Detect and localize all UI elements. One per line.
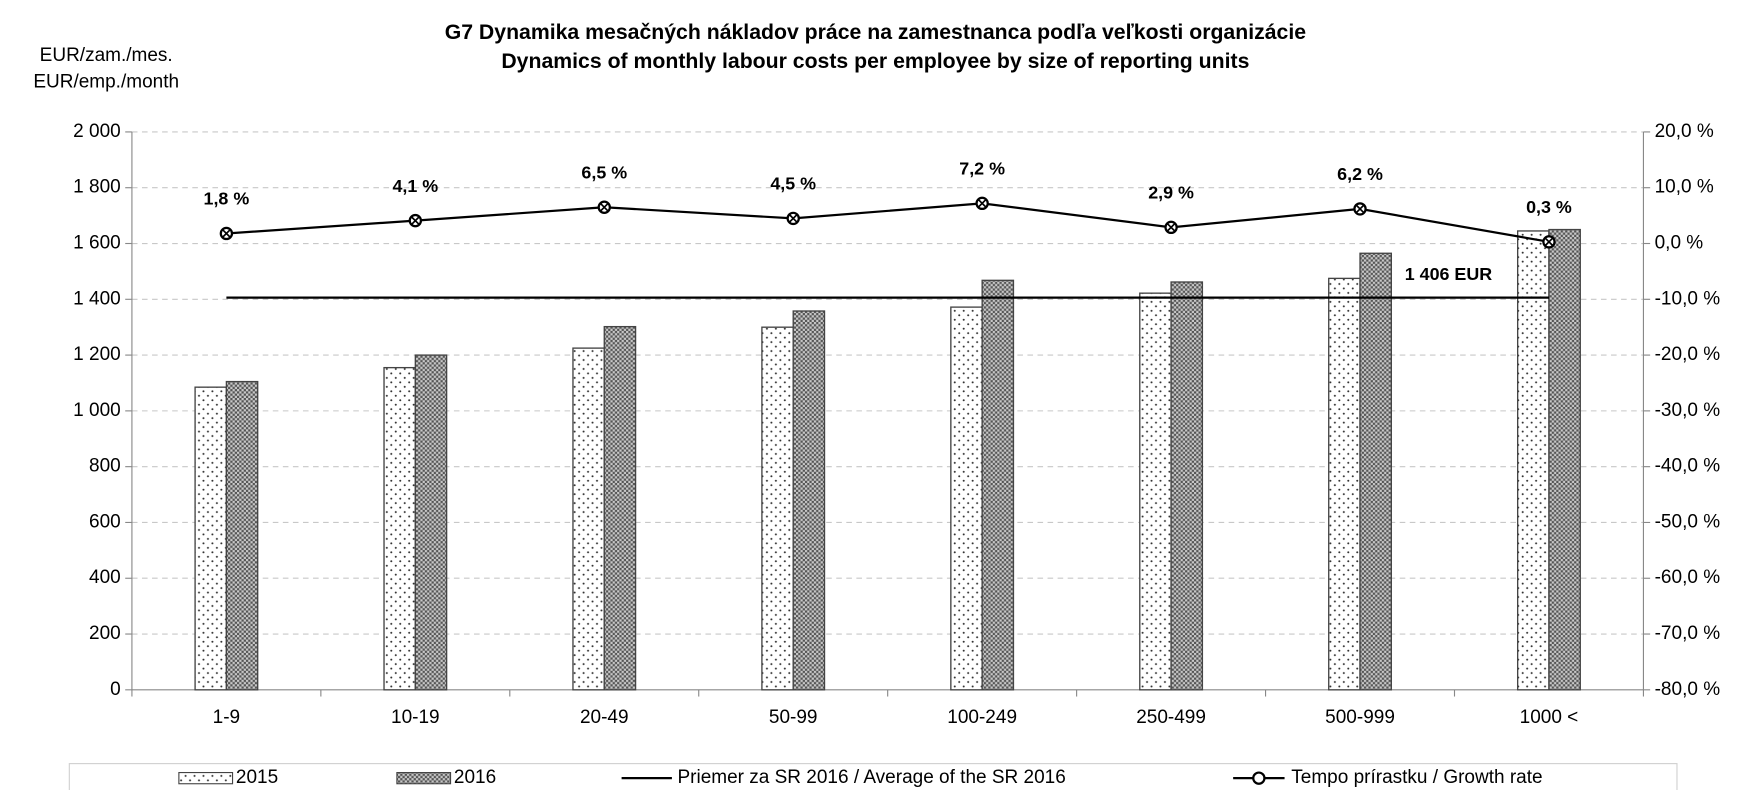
y-axis-label: EUR/zam./mes. [40, 45, 173, 66]
line [226, 202, 1550, 243]
data-label: 2,9 % [1148, 183, 1194, 203]
y2-tick-label: -10,0 % [1655, 288, 1721, 309]
data-label: 6,5 % [581, 162, 627, 182]
point-cross [788, 213, 798, 223]
x-tick-label: 250-499 [1136, 707, 1206, 728]
point-cross [1166, 222, 1176, 232]
legend [68, 763, 1678, 790]
x-tick-label: 10-19 [391, 707, 440, 728]
y-tick-label: 600 [89, 511, 121, 532]
bar [1516, 230, 1550, 691]
y-axis-label: EUR/emp./month [33, 72, 179, 93]
x-tick-label: 100-249 [947, 707, 1017, 728]
bar [1328, 277, 1361, 691]
bar [981, 279, 1015, 691]
bar [1548, 228, 1581, 691]
y-tick-label: 400 [89, 567, 121, 588]
bar [572, 347, 605, 691]
legend-swatch [396, 771, 452, 785]
bar [1359, 252, 1393, 691]
x-tick-label: 50-99 [769, 707, 818, 728]
bar [792, 310, 826, 691]
y-tick-label: 1 600 [73, 233, 121, 254]
data-label: 0,3 % [1526, 197, 1572, 217]
y-tick-label: 1 400 [73, 288, 121, 309]
point-cross [1355, 204, 1365, 214]
bar [603, 325, 637, 691]
y2-tick-label: 10,0 % [1655, 177, 1714, 198]
bar [950, 306, 983, 691]
legend-label: 2015 [236, 767, 278, 788]
x-tick-label: 20-49 [580, 707, 629, 728]
legend-label: 2016 [454, 767, 496, 788]
data-label: 7,2 % [959, 159, 1005, 179]
bar [383, 366, 417, 691]
chart-subtitle: Dynamics of monthly labour costs per emp… [501, 49, 1249, 73]
legend-swatch [1252, 771, 1266, 785]
y-tick-label: 1 000 [73, 400, 121, 421]
y-tick-label: 0 [110, 679, 121, 700]
data-label: 4,5 % [770, 174, 816, 194]
y2-tick-label: -20,0 % [1655, 344, 1721, 365]
point-cross [1544, 237, 1554, 247]
y2-tick-label: -40,0 % [1655, 456, 1721, 477]
y2-tick-label: -60,0 % [1655, 567, 1721, 588]
bar [414, 354, 448, 691]
average-label: 1 406 EUR [1405, 264, 1493, 284]
point-cross [221, 228, 231, 238]
legend-swatch [178, 771, 234, 785]
y2-tick-label: 0,0 % [1655, 233, 1704, 254]
chart-title: G7 Dynamika mesačných nákladov práce na … [445, 20, 1307, 44]
data-label: 6,2 % [1337, 164, 1383, 184]
y2-tick-label: 20,0 % [1655, 121, 1714, 142]
bar [761, 326, 794, 691]
point-cross [599, 202, 609, 212]
y2-tick-label: -80,0 % [1655, 679, 1721, 700]
legend-label: Tempo prírastku / Growth rate [1291, 767, 1542, 788]
point-cross [977, 198, 987, 208]
y2-tick-label: -50,0 % [1655, 511, 1721, 532]
y-tick-label: 1 800 [73, 177, 121, 198]
y-tick-label: 800 [89, 456, 121, 477]
y-tick-label: 200 [89, 623, 121, 644]
y2-tick-label: -70,0 % [1655, 623, 1721, 644]
y-tick-label: 1 200 [73, 344, 121, 365]
legend-label: Priemer za SR 2016 / Average of the SR 2… [677, 767, 1065, 788]
bar [225, 380, 259, 691]
x-tick-label: 1-9 [213, 707, 240, 728]
x-tick-label: 1000 < [1520, 707, 1579, 728]
data-label: 1,8 % [204, 189, 250, 209]
data-label: 4,1 % [392, 176, 438, 196]
bar [1170, 281, 1204, 691]
bar [194, 386, 228, 691]
point-cross [410, 216, 420, 226]
x-tick-label: 500-999 [1325, 707, 1395, 728]
bar [1139, 292, 1172, 691]
y2-tick-label: -30,0 % [1655, 400, 1721, 421]
y-tick-label: 2 000 [73, 121, 121, 142]
